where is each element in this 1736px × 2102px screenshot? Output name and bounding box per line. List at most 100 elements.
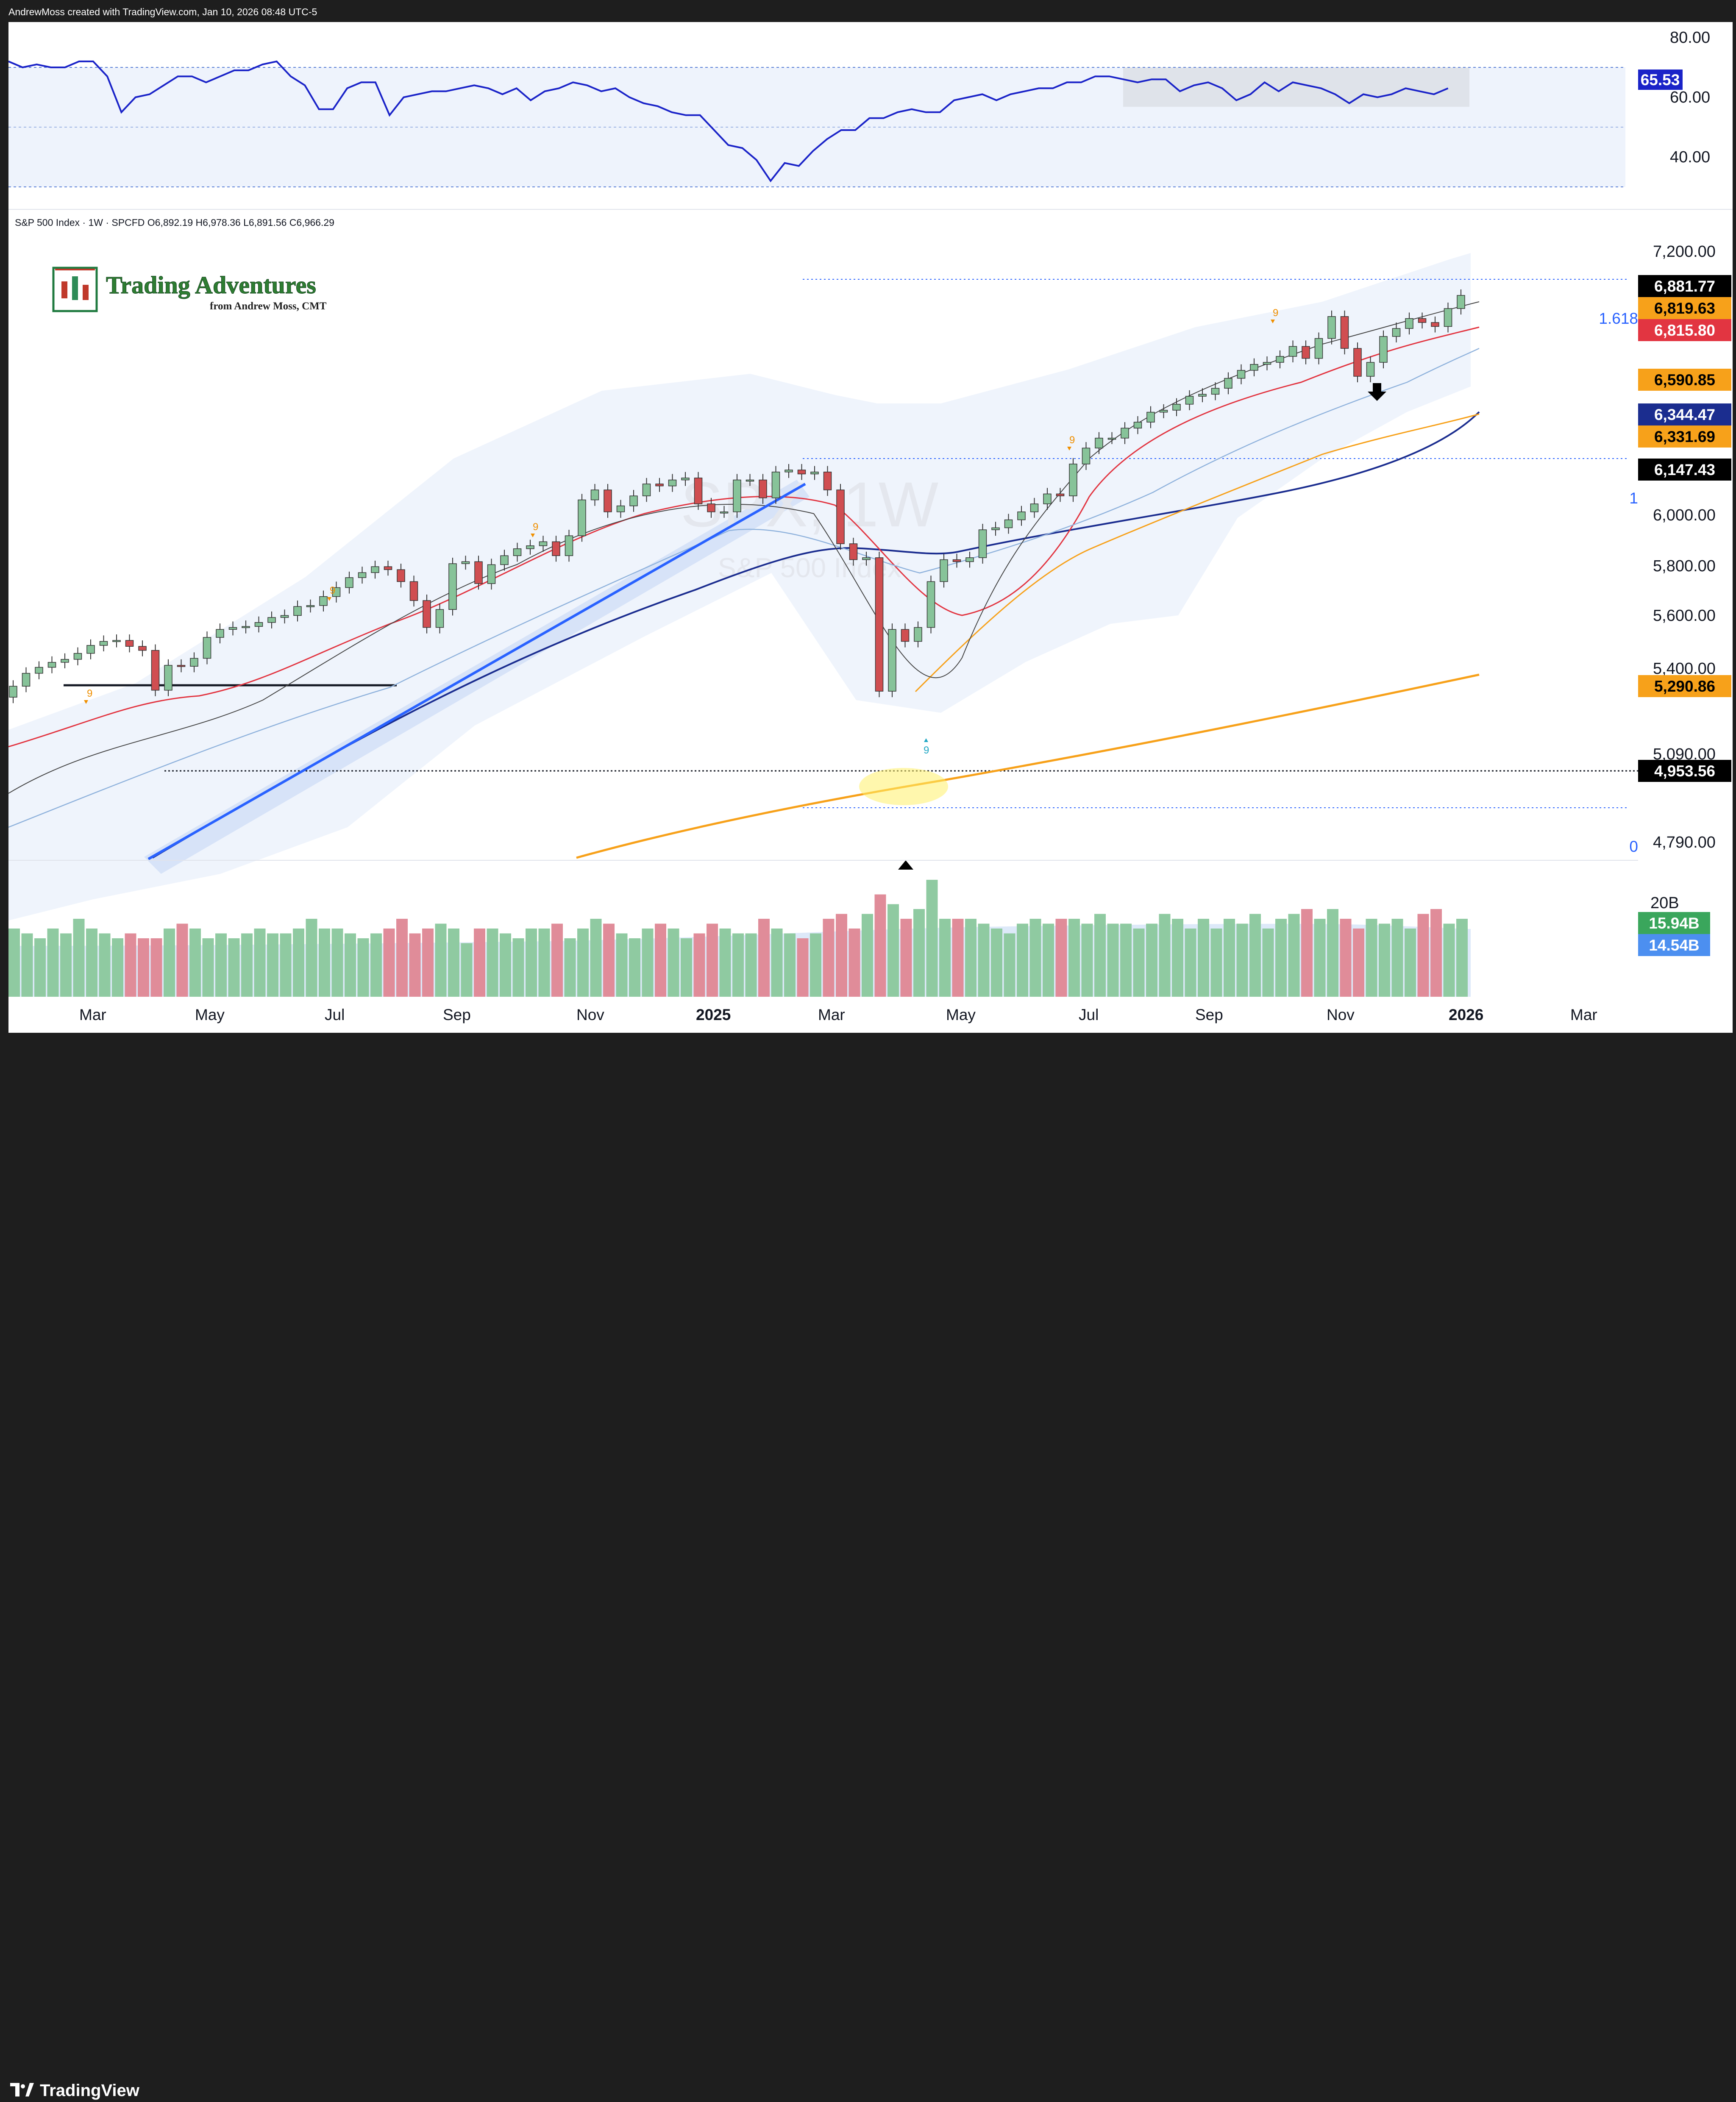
candle-up bbox=[1263, 362, 1271, 365]
volume-bar bbox=[435, 923, 447, 997]
candle-up bbox=[435, 609, 444, 628]
time-axis[interactable]: Mar May Jul Sep Nov 2025 Mar May Jul Sep… bbox=[79, 1006, 1597, 1023]
volume-pane[interactable]: 20B 15.94B 14.54B bbox=[8, 880, 1710, 997]
volume-bar bbox=[1017, 923, 1028, 997]
nine-marker: 9 bbox=[1273, 307, 1278, 319]
volume-bar bbox=[1391, 919, 1403, 997]
volume-bar bbox=[1094, 914, 1106, 997]
candle-down bbox=[125, 640, 134, 647]
candle-up bbox=[940, 559, 948, 582]
candle-up bbox=[1224, 378, 1232, 389]
candle-up bbox=[358, 572, 367, 578]
candle-up bbox=[371, 566, 379, 573]
fib-label-1: 1 bbox=[1629, 489, 1638, 507]
nine-marker: 9 bbox=[330, 585, 335, 596]
volume-bar bbox=[862, 914, 873, 997]
volume-bar bbox=[771, 929, 783, 997]
nine-marker-arrow bbox=[1067, 447, 1071, 450]
price-pane[interactable]: S&P 500 Index · 1W · SPCFD O6,892.19 H6,… bbox=[8, 217, 1731, 920]
badge-ma-orange-3-text: 6,331.69 bbox=[1654, 428, 1715, 445]
candle-up bbox=[1121, 428, 1129, 439]
candle-up bbox=[1211, 388, 1220, 395]
candle-up bbox=[978, 529, 987, 558]
candle-down bbox=[384, 566, 392, 570]
candle-up bbox=[1405, 318, 1413, 329]
candle-up bbox=[1379, 336, 1388, 363]
attribution-text: AndrewMoss created with TradingView.com,… bbox=[8, 6, 317, 17]
candle-up bbox=[1327, 316, 1336, 339]
candle-down bbox=[1431, 322, 1439, 327]
badge-ma-orange-2-text: 6,590.85 bbox=[1654, 371, 1715, 389]
candle-up bbox=[991, 527, 1000, 530]
time-tick: Mar bbox=[1570, 1006, 1597, 1023]
candle-up bbox=[1030, 503, 1039, 512]
nine-marker-arrow-up bbox=[924, 738, 928, 742]
volume-bar bbox=[228, 938, 240, 997]
candle-up bbox=[1250, 364, 1258, 371]
candle-down bbox=[655, 484, 664, 487]
candle-up bbox=[487, 564, 496, 584]
ma-mid-orange-line bbox=[915, 413, 1480, 692]
candle-up bbox=[539, 541, 548, 546]
volume-bar bbox=[512, 938, 524, 997]
volume-bar bbox=[1249, 914, 1261, 997]
badge-fib-1-text: 6,147.43 bbox=[1654, 461, 1715, 478]
badge-ma-orange-2 bbox=[1638, 369, 1731, 391]
volume-bar bbox=[707, 923, 718, 997]
candle-up bbox=[306, 605, 315, 607]
candle-up bbox=[771, 471, 780, 498]
candle-up bbox=[629, 495, 638, 506]
badge-ma-red-text: 6,815.80 bbox=[1654, 322, 1715, 339]
volume-bar bbox=[1172, 919, 1183, 997]
volume-bar bbox=[1327, 909, 1338, 997]
candle-down bbox=[901, 629, 910, 642]
price-badges: 6,881.77 6,819.63 6,815.80 6,590.85 6,34… bbox=[1638, 275, 1731, 782]
volume-bar bbox=[551, 923, 563, 997]
volume-bar bbox=[319, 929, 330, 997]
candle-up bbox=[642, 484, 651, 496]
candle-up bbox=[720, 512, 729, 514]
badge-ma-orange-3 bbox=[1638, 425, 1731, 448]
rsi-pane[interactable]: 80.00 60.00 40.00 65.53 bbox=[8, 29, 1710, 187]
volume-bars bbox=[8, 880, 1468, 997]
candle-up bbox=[1159, 410, 1168, 413]
nine-marker-arrow bbox=[84, 700, 88, 704]
ma-long-blue-line bbox=[152, 411, 1480, 859]
volume-bar bbox=[1301, 909, 1313, 997]
badge-fib-1 bbox=[1638, 459, 1731, 481]
chart-canvas[interactable]: 80.00 60.00 40.00 65.53 S&P 500 Index · … bbox=[8, 22, 1733, 1033]
volume-bar bbox=[73, 919, 85, 997]
volume-bar bbox=[991, 929, 1002, 997]
volume-bar bbox=[280, 933, 292, 997]
candle-down bbox=[397, 569, 405, 582]
footer-bar: TradingView bbox=[0, 1033, 1736, 2100]
tradingview-icon bbox=[10, 2083, 34, 2096]
rsi-series bbox=[8, 60, 1449, 183]
candle-up bbox=[61, 659, 69, 663]
volume-bar bbox=[331, 929, 343, 997]
candle-up bbox=[513, 548, 522, 556]
volume-bar bbox=[874, 894, 886, 997]
tradingview-logo[interactable]: TradingView bbox=[9, 2080, 139, 2102]
volume-bar bbox=[732, 933, 744, 997]
volume-bar bbox=[1262, 929, 1274, 997]
volume-bar bbox=[1068, 919, 1080, 997]
candle-up bbox=[280, 615, 289, 618]
candle-up bbox=[565, 535, 573, 556]
volume-bar bbox=[461, 943, 473, 997]
candle-up bbox=[1276, 356, 1284, 363]
candle-up bbox=[1237, 370, 1246, 379]
volume-bar bbox=[1314, 919, 1326, 997]
candle-up bbox=[1185, 396, 1194, 405]
candle-up bbox=[22, 673, 31, 687]
candle-down bbox=[474, 561, 483, 584]
tradingview-wordmark: TradingView bbox=[40, 2081, 139, 2100]
candle-up bbox=[293, 606, 302, 616]
volume-bar bbox=[887, 904, 899, 997]
volume-bar bbox=[189, 929, 201, 997]
candle-up bbox=[578, 499, 586, 536]
volume-bar bbox=[47, 929, 59, 997]
chart-panel[interactable]: 80.00 60.00 40.00 65.53 S&P 500 Index · … bbox=[8, 22, 1733, 1033]
volume-bar bbox=[603, 923, 615, 997]
candle-up bbox=[1107, 438, 1116, 440]
